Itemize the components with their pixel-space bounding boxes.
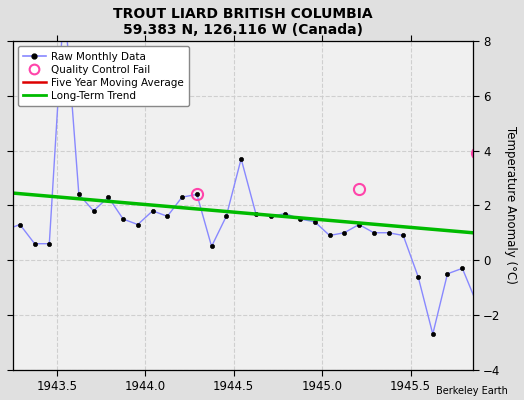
Raw Monthly Data	[282, 211, 289, 216]
Raw Monthly Data	[135, 222, 141, 227]
Raw Monthly Data	[164, 214, 170, 219]
Raw Monthly Data	[356, 222, 362, 227]
Raw Monthly Data	[31, 241, 38, 246]
Raw Monthly Data	[149, 208, 156, 213]
Raw Monthly Data	[341, 230, 347, 235]
Legend: Raw Monthly Data, Quality Control Fail, Five Year Moving Average, Long-Term Tren: Raw Monthly Data, Quality Control Fail, …	[18, 46, 189, 106]
Raw Monthly Data	[459, 266, 465, 271]
Quality Control Fail	[474, 151, 480, 156]
Raw Monthly Data	[415, 274, 421, 279]
Raw Monthly Data	[120, 217, 126, 222]
Raw Monthly Data	[253, 211, 259, 216]
Raw Monthly Data	[46, 241, 52, 246]
Raw Monthly Data	[179, 195, 185, 200]
Raw Monthly Data	[61, 0, 67, 2]
Quality Control Fail	[194, 192, 200, 197]
Raw Monthly Data	[297, 217, 303, 222]
Raw Monthly Data	[17, 222, 23, 227]
Line: Quality Control Fail: Quality Control Fail	[0, 148, 483, 200]
Line: Raw Monthly Data: Raw Monthly Data	[0, 0, 494, 336]
Raw Monthly Data	[444, 272, 451, 276]
Y-axis label: Temperature Anomaly (°C): Temperature Anomaly (°C)	[504, 126, 517, 284]
Raw Monthly Data	[238, 156, 244, 161]
Raw Monthly Data	[223, 214, 230, 219]
Raw Monthly Data	[326, 233, 333, 238]
Raw Monthly Data	[474, 302, 480, 306]
Raw Monthly Data	[75, 192, 82, 197]
Title: TROUT LIARD BRITISH COLUMBIA
59.383 N, 126.116 W (Canada): TROUT LIARD BRITISH COLUMBIA 59.383 N, 1…	[113, 7, 373, 37]
Raw Monthly Data	[267, 214, 274, 219]
Raw Monthly Data	[209, 244, 215, 249]
Raw Monthly Data	[312, 219, 318, 224]
Quality Control Fail	[356, 186, 362, 191]
Raw Monthly Data	[400, 233, 407, 238]
Text: Berkeley Earth: Berkeley Earth	[436, 386, 508, 396]
Raw Monthly Data	[105, 195, 112, 200]
Raw Monthly Data	[370, 230, 377, 235]
Raw Monthly Data	[488, 151, 495, 156]
Raw Monthly Data	[2, 228, 8, 232]
Raw Monthly Data	[430, 332, 436, 336]
Raw Monthly Data	[194, 192, 200, 197]
Raw Monthly Data	[385, 230, 391, 235]
Raw Monthly Data	[91, 208, 97, 213]
